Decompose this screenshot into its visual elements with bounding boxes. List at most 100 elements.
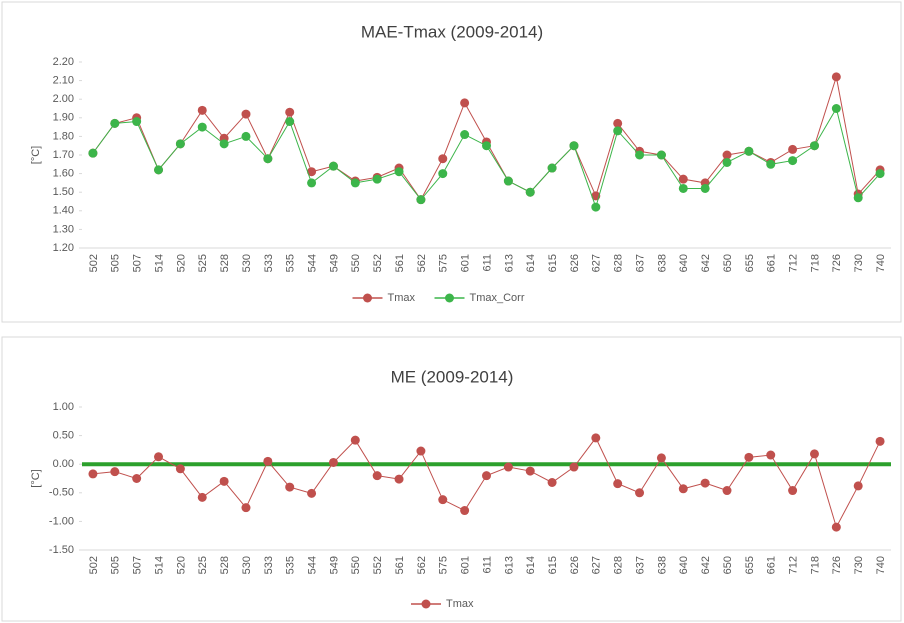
- data-point: [88, 148, 98, 158]
- y-tick-label: -1.00: [49, 515, 74, 527]
- x-tick-label: 552: [372, 254, 384, 272]
- legend-marker: [421, 599, 431, 609]
- y-tick-label: 1.60: [53, 168, 74, 180]
- legend-label: Tmax_Corr: [470, 292, 525, 304]
- data-point: [853, 193, 863, 203]
- data-point: [525, 466, 535, 476]
- x-tick-label: 655: [744, 254, 756, 272]
- x-tick-label: 520: [175, 254, 187, 272]
- data-point: [788, 486, 798, 496]
- data-point: [766, 450, 776, 460]
- panel: [1, 336, 902, 622]
- data-point: [241, 109, 251, 119]
- data-point: [656, 150, 666, 160]
- x-tick-label: 614: [525, 556, 537, 574]
- data-point: [613, 479, 623, 489]
- y-tick-label: 0.00: [53, 458, 74, 470]
- data-point: [438, 154, 448, 164]
- data-point: [416, 195, 426, 205]
- data-point: [438, 169, 448, 179]
- x-tick-label: 638: [656, 254, 668, 272]
- y-tick-label: 1.80: [53, 130, 74, 142]
- x-tick-label: 712: [788, 254, 800, 272]
- data-point: [569, 462, 579, 472]
- y-tick-label: 1.70: [53, 149, 74, 161]
- x-tick-label: 615: [547, 556, 559, 574]
- x-tick-label: 640: [678, 556, 690, 574]
- x-tick-label: 528: [219, 254, 231, 272]
- y-tick-label: 1.20: [53, 242, 74, 254]
- data-point: [328, 457, 338, 467]
- data-point: [482, 471, 491, 481]
- data-point: [656, 453, 666, 463]
- data-point: [809, 141, 819, 151]
- data-point: [700, 183, 710, 193]
- x-tick-label: 549: [328, 556, 340, 574]
- x-tick-label: 575: [438, 556, 450, 574]
- x-tick-label: 550: [350, 254, 362, 272]
- x-tick-label: 533: [263, 556, 275, 574]
- x-tick-label: 638: [656, 556, 668, 574]
- data-point: [875, 169, 885, 179]
- y-tick-label: 2.10: [53, 75, 74, 87]
- x-tick-label: 740: [875, 556, 887, 574]
- x-tick-label: 530: [241, 556, 253, 574]
- data-point: [831, 522, 841, 532]
- data-point: [503, 462, 513, 472]
- x-tick-label: 661: [766, 556, 778, 574]
- x-tick-label: 611: [481, 254, 493, 272]
- x-tick-label: 642: [700, 254, 712, 272]
- data-point: [547, 163, 557, 173]
- data-point: [853, 481, 863, 491]
- x-tick-label: 514: [153, 556, 165, 574]
- data-point: [591, 433, 601, 443]
- data-point: [154, 452, 164, 462]
- data-point: [744, 452, 754, 462]
- y-tick-label: 1.40: [53, 205, 74, 217]
- x-tick-label: 550: [350, 556, 362, 574]
- data-point: [744, 146, 754, 156]
- y-tick-label: 2.20: [53, 56, 74, 68]
- x-tick-label: 730: [853, 254, 865, 272]
- x-tick-label: 601: [460, 556, 472, 574]
- chart-title: MAE-Tmax (2009-2014): [361, 22, 543, 41]
- x-tick-label: 561: [394, 556, 406, 574]
- data-point: [722, 157, 732, 167]
- data-point: [678, 183, 688, 193]
- x-tick-label: 533: [263, 254, 275, 272]
- x-tick-label: 613: [503, 556, 515, 574]
- data-point: [241, 503, 251, 513]
- data-point: [394, 167, 404, 177]
- y-tick-label: 1.00: [53, 401, 74, 413]
- data-point: [831, 72, 841, 82]
- x-tick-label: 535: [285, 556, 297, 574]
- data-point: [416, 446, 426, 456]
- y-tick-label: 0.50: [53, 430, 74, 442]
- data-point: [635, 488, 645, 498]
- x-tick-label: 562: [416, 254, 428, 272]
- data-point: [788, 144, 798, 154]
- data-point: [132, 117, 142, 127]
- x-tick-label: 628: [613, 556, 625, 574]
- y-tick-label: 1.90: [53, 112, 74, 124]
- x-tick-label: 628: [613, 254, 625, 272]
- y-tick-label: 2.00: [53, 93, 74, 105]
- x-tick-label: 507: [132, 556, 144, 574]
- panel: [1, 1, 902, 323]
- x-tick-label: 661: [766, 254, 778, 272]
- y-axis-label: [°C]: [30, 146, 42, 164]
- data-point: [350, 178, 360, 188]
- x-tick-label: 627: [591, 556, 603, 574]
- data-point: [482, 141, 491, 151]
- data-point: [285, 117, 295, 127]
- data-point: [700, 478, 710, 488]
- x-tick-label: 520: [175, 556, 187, 574]
- data-point: [241, 131, 251, 141]
- data-point: [219, 139, 229, 149]
- chart-title: ME (2009-2014): [391, 367, 514, 386]
- x-tick-label: 575: [438, 254, 450, 272]
- data-point: [285, 482, 295, 492]
- data-point: [503, 176, 513, 186]
- data-point: [438, 495, 448, 505]
- data-point: [175, 464, 185, 474]
